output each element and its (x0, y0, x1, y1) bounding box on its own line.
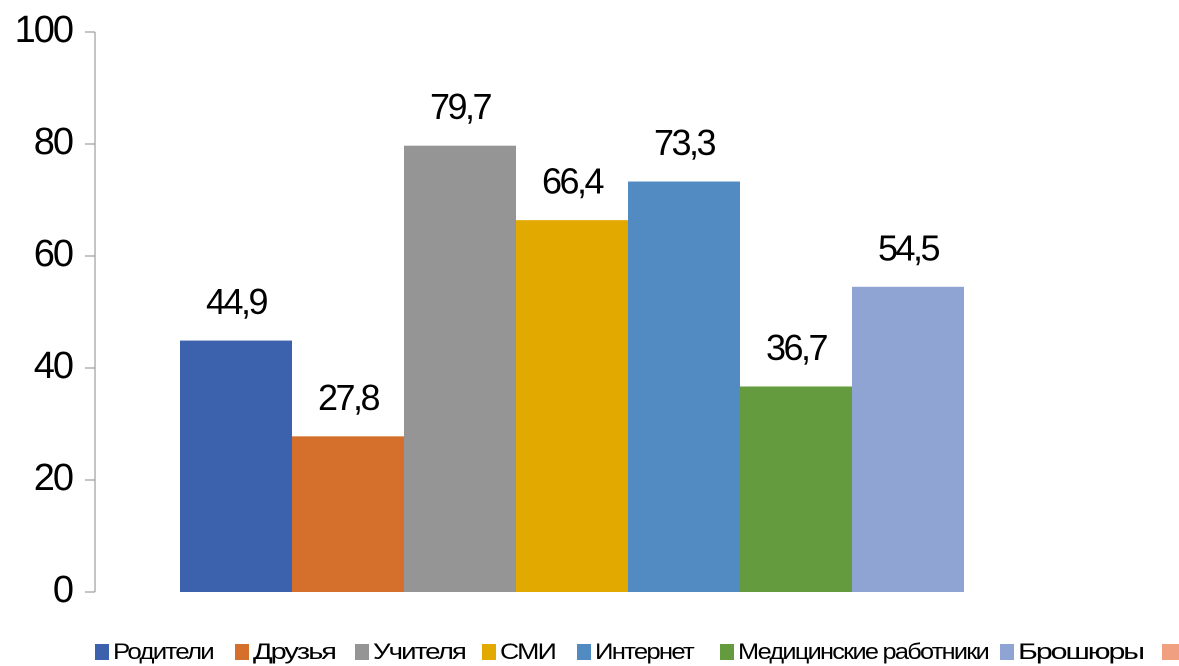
legend-swatch (720, 644, 734, 660)
bar (292, 436, 404, 592)
legend-label: Интернет (595, 639, 695, 664)
legend-label: Родители (113, 639, 213, 664)
data-label: 79,7 (430, 86, 492, 127)
legend-swatch (577, 644, 591, 660)
data-label: 66,4 (542, 161, 604, 202)
y-tick-label: 100 (15, 9, 73, 51)
data-label: 44,9 (206, 281, 268, 322)
data-label: 27,8 (318, 377, 380, 418)
data-label: 73,3 (654, 122, 716, 163)
legend-swatch (95, 644, 109, 660)
data-label: 36,7 (766, 327, 828, 368)
legend-swatch (235, 644, 249, 660)
bar (180, 340, 292, 592)
bar (852, 286, 964, 592)
legend-swatch (355, 644, 369, 660)
y-tick-label: 0 (53, 569, 73, 611)
bar (628, 181, 740, 592)
y-tick-label: 60 (34, 233, 73, 275)
legend-swatch (482, 644, 496, 660)
legend-label: Брошюры (1018, 639, 1144, 664)
legend-swatch (1162, 644, 1179, 660)
legend-label: Медицинские работники (738, 639, 988, 664)
bar (404, 145, 516, 592)
legend-label: Друзья (253, 639, 336, 664)
bar (740, 386, 852, 592)
bar (516, 220, 628, 592)
data-label: 54,5 (878, 227, 940, 268)
legend-label: Учителя (373, 639, 466, 664)
legend-swatch (1000, 644, 1014, 660)
y-tick-label: 40 (34, 345, 73, 387)
y-tick-label: 20 (34, 457, 73, 499)
y-tick-label: 80 (34, 121, 73, 163)
legend-label: СМИ (500, 639, 556, 664)
